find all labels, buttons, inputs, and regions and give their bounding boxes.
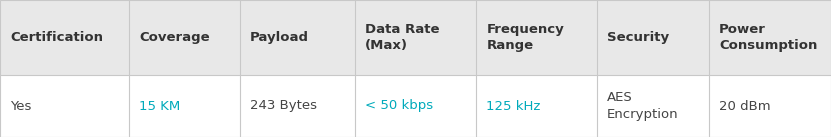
Text: 243 Bytes: 243 Bytes (250, 99, 317, 112)
Text: Data Rate
(Max): Data Rate (Max) (365, 23, 439, 52)
Bar (0, 75, 831, 137)
Text: Yes: Yes (10, 99, 32, 112)
Text: AES
Encryption: AES Encryption (607, 91, 678, 121)
Text: Certification: Certification (10, 31, 103, 44)
Text: Frequency
Range: Frequency Range (486, 23, 564, 52)
Text: 125 kHz: 125 kHz (486, 99, 541, 112)
Bar (0, 0, 831, 75)
Text: Security: Security (607, 31, 669, 44)
Text: 15 KM: 15 KM (140, 99, 180, 112)
Text: Power
Consumption: Power Consumption (719, 23, 818, 52)
Text: 20 dBm: 20 dBm (719, 99, 770, 112)
Text: < 50 kbps: < 50 kbps (365, 99, 433, 112)
Text: Payload: Payload (250, 31, 309, 44)
Text: Coverage: Coverage (140, 31, 210, 44)
